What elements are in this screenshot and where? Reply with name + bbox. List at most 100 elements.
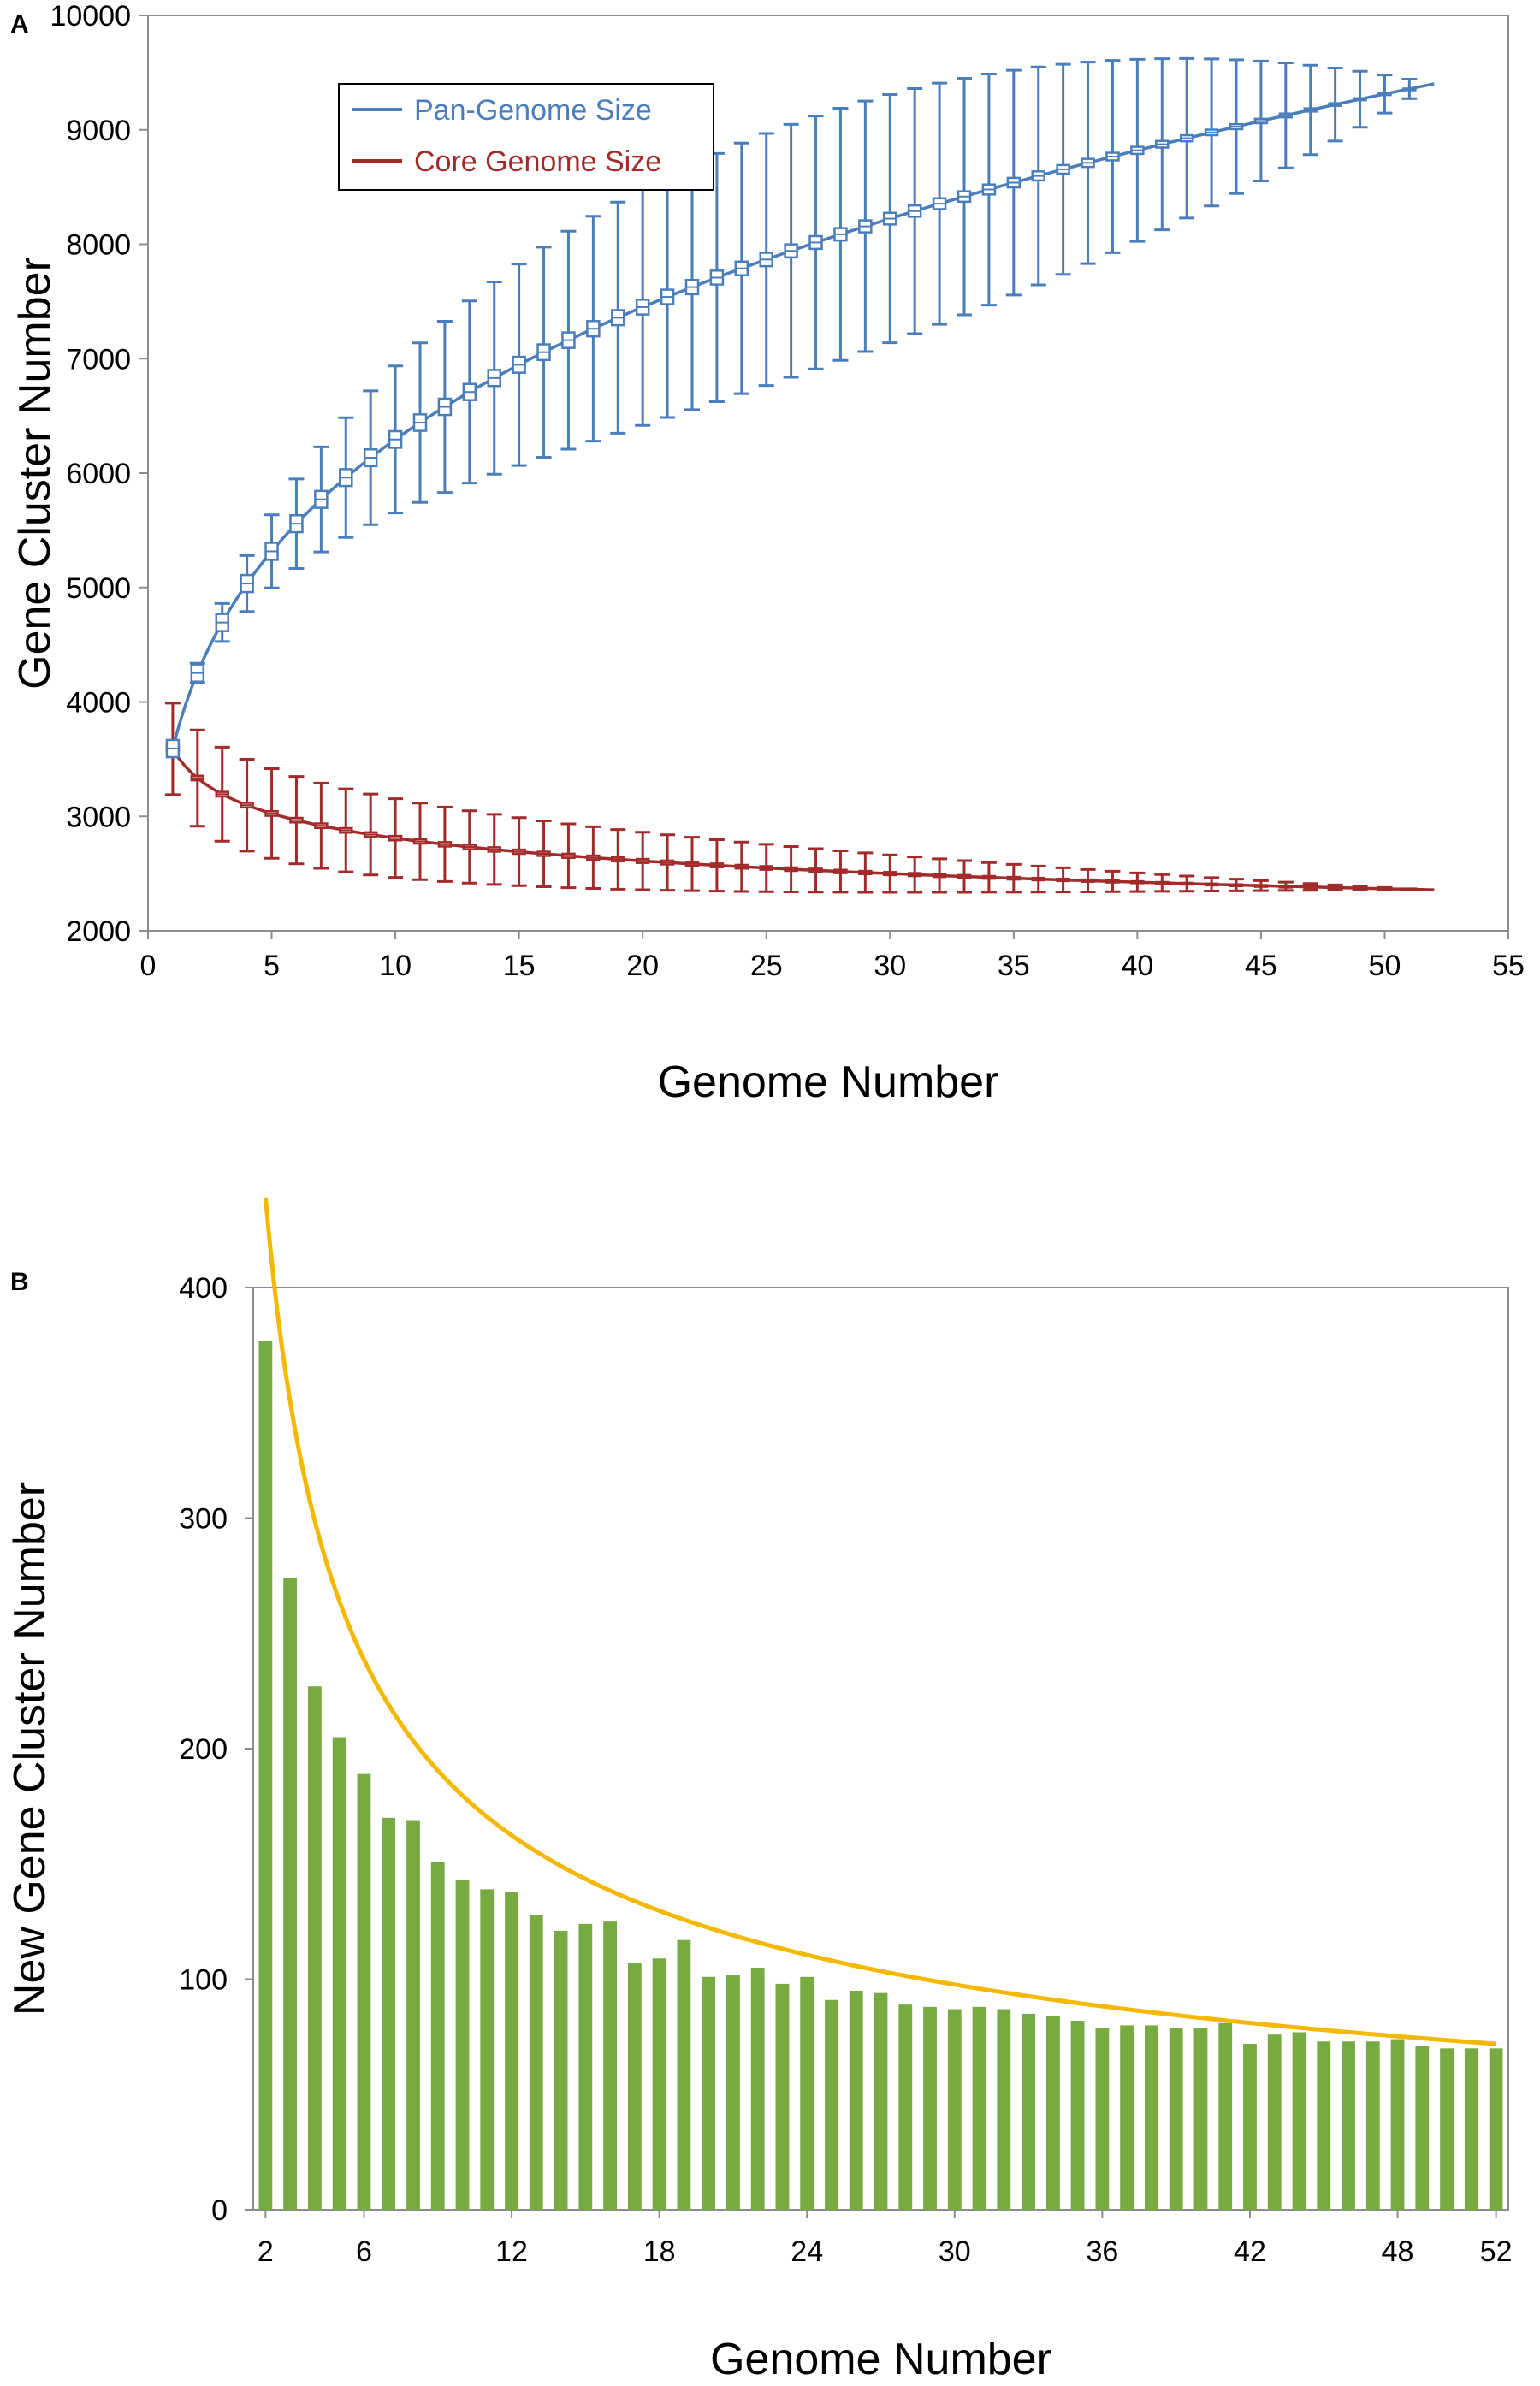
x-tick-label: 5 — [264, 950, 280, 982]
core-genome-box — [1030, 864, 1046, 894]
core-genome-box — [1129, 871, 1146, 893]
panel-b-x-axis-label: Genome Number — [710, 2335, 1051, 2384]
y-tick-label: 100 — [179, 1964, 228, 1997]
new-cluster-bar — [578, 1923, 593, 2210]
new-cluster-bar — [455, 1880, 470, 2210]
panel-a-series-marks — [164, 56, 1435, 894]
core-genome-box — [758, 843, 774, 893]
y-tick-label: 5000 — [66, 572, 131, 605]
new-cluster-bar — [898, 2004, 913, 2210]
panel-a-chart: A 0 5 10 15 20 25 30 35 40 45 50 55 2000 3000 4000 500… — [10, 0, 1525, 1107]
new-cluster-bar — [1218, 2022, 1233, 2210]
pan-genome-box — [585, 215, 601, 443]
pan-genome-box — [560, 229, 577, 451]
y-tick-label: 0 — [211, 2194, 228, 2227]
x-tick-label: 6 — [356, 2235, 372, 2268]
pan-genome-box — [461, 299, 477, 485]
core-genome-box — [461, 809, 477, 885]
core-genome-box — [907, 856, 923, 894]
new-cluster-bar — [1070, 2021, 1085, 2210]
pan-genome-box — [1229, 58, 1244, 195]
new-cluster-bar — [1095, 2028, 1110, 2210]
panel-b-chart: B 2 6 12 18 24 30 36 42 48 52 0 100 200 300 400 Genom… — [5, 1197, 1513, 2384]
pan-genome-box — [832, 107, 849, 362]
pan-genome-box — [610, 200, 626, 435]
panel-b-fit-curve — [263, 1197, 1496, 2046]
new-cluster-bar — [1194, 2028, 1208, 2210]
core-genome-box — [214, 745, 230, 843]
y-tick-label: 7000 — [66, 343, 131, 376]
core-genome-box — [511, 816, 527, 887]
new-cluster-bar — [947, 2009, 962, 2210]
y-tick-label: 9000 — [66, 115, 131, 147]
pan-genome-box — [907, 86, 923, 335]
panel-b-x-ticks: 2 6 12 18 24 30 36 42 48 52 — [258, 2210, 1513, 2268]
x-tick-label: 52 — [1480, 2235, 1513, 2268]
core-genome-box — [189, 728, 205, 828]
new-cluster-bar — [1267, 2034, 1282, 2210]
new-cluster-bar — [1390, 2039, 1405, 2210]
panel-a-x-ticks: 0 5 10 15 20 25 30 35 40 45 50 55 — [140, 931, 1525, 982]
core-genome-box — [1302, 882, 1318, 892]
y-tick-label: 400 — [179, 1272, 228, 1305]
new-cluster-bar — [1022, 2013, 1035, 2210]
panel-b-fit-curve-group — [263, 1197, 1496, 2046]
pan-genome-box — [957, 76, 972, 317]
core-genome-box — [363, 792, 379, 877]
new-cluster-bar — [308, 1686, 322, 2210]
new-cluster-bar — [283, 1578, 298, 2210]
core-genome-box — [1352, 885, 1368, 891]
x-tick-label: 20 — [626, 950, 659, 982]
core-genome-box — [1105, 869, 1121, 893]
y-tick-label: 2000 — [66, 915, 131, 948]
new-cluster-bar — [1415, 2046, 1430, 2210]
x-tick-label: 40 — [1121, 950, 1153, 982]
core-genome-box — [585, 825, 601, 891]
core-genome-box — [684, 836, 700, 892]
panel-a-legend: Pan-Genome Size Core Genome Size — [338, 83, 714, 191]
pan-genome-box — [1377, 74, 1393, 115]
pan-genome-box — [511, 263, 527, 467]
panel-b-y-axis-label: New Gene Cluster Number — [5, 1482, 55, 2016]
pan-genome-box — [486, 281, 502, 476]
pan-genome-box — [1352, 69, 1368, 129]
pan-genome-box — [1327, 66, 1343, 143]
x-tick-label: 42 — [1234, 2235, 1266, 2268]
core-genome-box — [1005, 862, 1022, 894]
pan-genome-box — [338, 416, 354, 539]
x-tick-label: 30 — [939, 2235, 971, 2268]
y-tick-label: 10000 — [50, 0, 131, 33]
core-genome-box — [882, 853, 898, 894]
new-cluster-bar — [1342, 2041, 1355, 2210]
new-cluster-bar — [357, 1773, 371, 2210]
pan-genome-box — [1055, 62, 1071, 276]
pan-genome-box — [189, 661, 205, 684]
pan-genome-box — [436, 319, 453, 494]
new-cluster-bar — [825, 1999, 838, 2210]
new-cluster-bar — [529, 1915, 543, 2210]
core-genome-box — [1154, 873, 1170, 893]
new-cluster-bar — [627, 1963, 642, 2210]
pan-genome-box — [980, 72, 997, 307]
new-cluster-bar — [726, 1975, 740, 2210]
pan-genome-box — [1277, 62, 1294, 169]
x-tick-label: 2 — [258, 2235, 274, 2268]
legend-pan-label: Pan-Genome Size — [414, 94, 652, 127]
core-genome-box — [1253, 879, 1269, 892]
core-genome-box — [1401, 887, 1418, 891]
new-cluster-bar — [1292, 2032, 1306, 2210]
pan-genome-box — [733, 141, 749, 395]
pan-genome-box — [388, 364, 404, 515]
pan-genome-box — [1030, 65, 1046, 287]
core-genome-box — [313, 781, 329, 870]
new-cluster-bar — [677, 1939, 691, 2210]
pan-genome-box — [808, 115, 824, 370]
core-genome-box — [783, 845, 799, 894]
x-tick-label: 0 — [140, 950, 157, 982]
new-cluster-bar — [406, 1820, 420, 2210]
pan-genome-box — [165, 738, 181, 759]
new-cluster-bar — [603, 1921, 617, 2210]
y-tick-label: 8000 — [66, 229, 131, 262]
core-genome-box — [932, 857, 948, 894]
